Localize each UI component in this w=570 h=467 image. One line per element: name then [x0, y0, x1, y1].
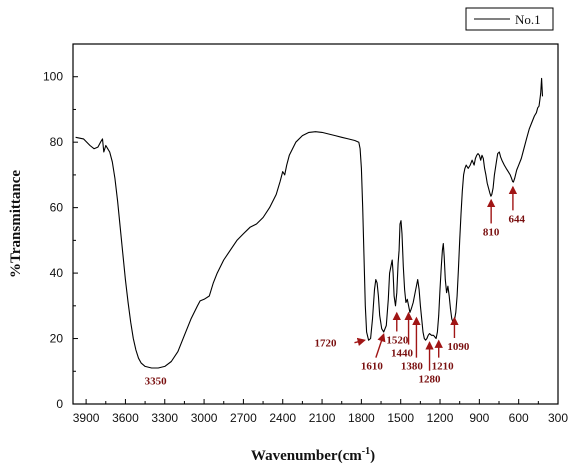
peak-label: 3350: [145, 375, 168, 387]
x-tick-label: 300: [548, 411, 568, 425]
y-tick-label: 80: [50, 135, 64, 149]
y-tick-label: 100: [43, 70, 63, 84]
plot-frame: [72, 43, 559, 405]
peak-label: 1440: [391, 348, 414, 360]
x-tick-label: 2400: [269, 411, 296, 425]
x-tick-label: 600: [509, 411, 529, 425]
peak-label: 644: [508, 213, 525, 225]
x-axis-ticks: 3900 3600 3300 3000 2700 2400 2100 1800 1500 1200…: [73, 399, 568, 425]
x-tick-label: 1200: [427, 411, 454, 425]
x-axis-title-superscript: -1: [362, 446, 370, 457]
peak-label: 1720: [314, 338, 337, 350]
y-axis-title: %Transmittance: [8, 170, 24, 278]
y-tick-label: 60: [50, 201, 64, 215]
legend: No.1: [465, 7, 554, 31]
peak-label: 1210: [432, 361, 455, 373]
x-tick-label: 3000: [191, 411, 218, 425]
x-tick-label: 2700: [230, 411, 257, 425]
x-tick-label: 3900: [73, 411, 100, 425]
legend-entry-label: No.1: [515, 12, 541, 27]
x-tick-label: 1800: [348, 411, 375, 425]
x-axis-title-close: ): [370, 448, 375, 464]
peak-label: 1610: [361, 361, 384, 373]
y-axis-ticks: 0 20 40 60 80 100: [43, 70, 78, 411]
peak-label: 1090: [447, 341, 470, 353]
peak-arrow: [354, 337, 366, 346]
series-layer: [75, 77, 544, 369]
peak-label: 1380: [401, 361, 424, 373]
peak-label: 1280: [419, 374, 442, 386]
x-axis-title: Wavenumber(cm-1): [251, 446, 375, 464]
peak-label: 810: [483, 226, 500, 238]
x-tick-label: 900: [469, 411, 489, 425]
peak-label: 1520: [386, 334, 409, 346]
x-tick-label: 3600: [112, 411, 139, 425]
x-axis-title-main: Wavenumber(cm: [251, 448, 362, 464]
y-tick-label: 20: [50, 332, 64, 346]
spectrum-line: [75, 77, 544, 369]
y-tick-label: 0: [56, 397, 63, 411]
x-tick-label: 2100: [309, 411, 336, 425]
x-tick-label: 1500: [387, 411, 414, 425]
x-tick-label: 3300: [151, 411, 178, 425]
y-tick-label: 40: [50, 266, 64, 280]
peak-arrow: [375, 333, 386, 358]
